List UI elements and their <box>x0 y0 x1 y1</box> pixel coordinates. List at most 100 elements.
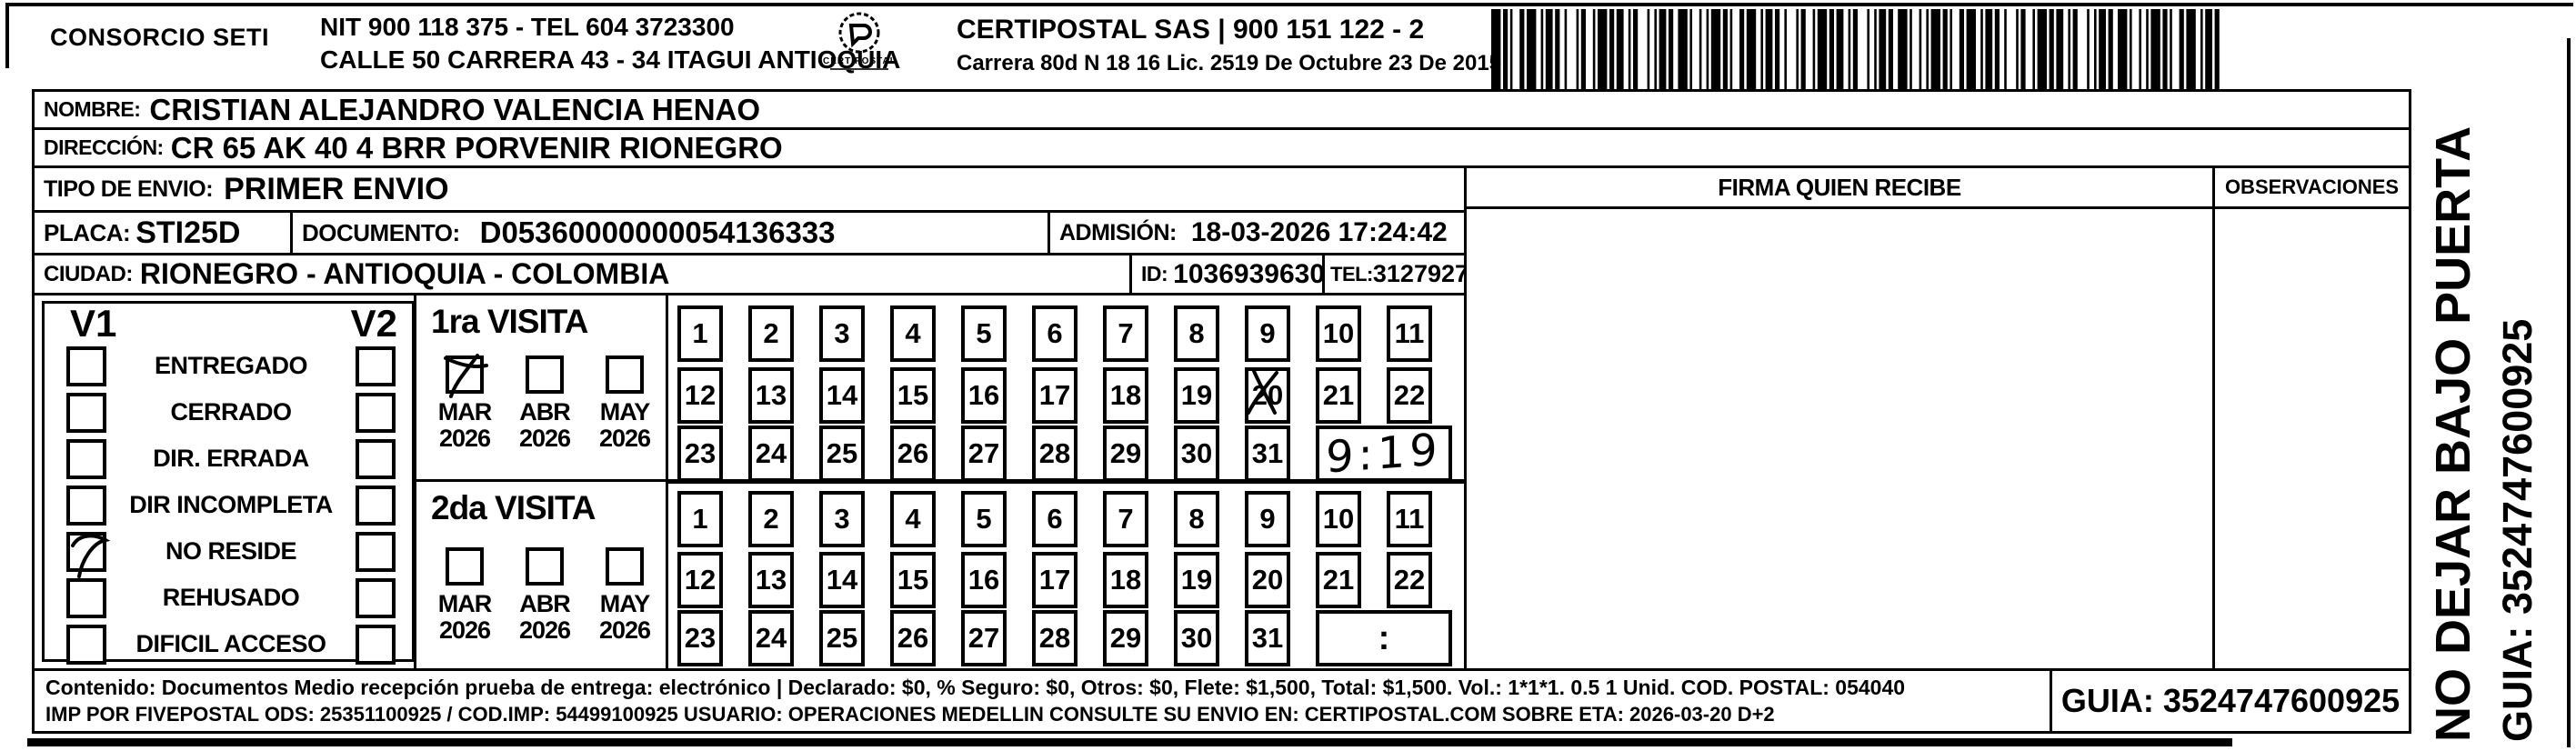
day-box-9: 9 <box>1245 491 1290 547</box>
day-number: 7 <box>1118 503 1134 535</box>
day-number: 6 <box>1047 317 1063 349</box>
day-box-29: 29 <box>1103 610 1148 666</box>
status-row: DIR INCOMPLETA <box>66 485 396 526</box>
time-box: : <box>1316 610 1452 666</box>
day-number: 14 <box>826 379 858 411</box>
v2-checkbox-4 <box>356 531 396 572</box>
day-box-27: 27 <box>961 426 1007 482</box>
month-option-abr: ABR 2026 <box>506 547 584 644</box>
day-number: 9 <box>1259 503 1276 535</box>
v1-header: V1 <box>70 302 117 345</box>
day-box-6: 6 <box>1032 491 1078 547</box>
day-box-8: 8 <box>1174 305 1219 362</box>
day-number: 15 <box>897 379 929 411</box>
day-box-7: 7 <box>1103 491 1148 547</box>
v2-checkbox-0 <box>356 345 396 386</box>
id-label: ID: <box>1141 262 1168 285</box>
day-number: 22 <box>1393 379 1426 411</box>
v1-checkbox-0 <box>66 345 106 386</box>
day-number: 12 <box>684 564 717 596</box>
day-number: 11 <box>1394 317 1425 349</box>
day-number: 13 <box>755 379 787 411</box>
day-number: 15 <box>897 564 929 596</box>
barcode <box>1491 9 2228 89</box>
v1-checkbox-4 <box>66 531 111 578</box>
day-number: 1 <box>692 503 708 535</box>
day-number: 20 <box>1251 379 1284 411</box>
status-label: DIR. ERRADA <box>153 445 309 472</box>
right-edge-border <box>2567 38 2571 747</box>
month-checkbox-mar <box>446 547 484 586</box>
day-number: 31 <box>1251 437 1284 469</box>
visit-title: 1ra VISITA <box>431 303 588 340</box>
visit-title: 2da VISITA <box>431 489 596 526</box>
direccion-value: CR 65 AK 40 4 BRR PORVENIR RIONEGRO <box>170 130 783 165</box>
nombre-value: CRISTIAN ALEJANDRO VALENCIA HENAO <box>149 92 761 126</box>
day-box-2: 2 <box>748 305 794 362</box>
day-number: 8 <box>1188 503 1205 535</box>
status-box: V1 V2 ENTREGADO CERRADO DIR. ERRADA DIR INC… <box>42 301 415 665</box>
day-box-29: 29 <box>1103 426 1148 482</box>
day-box-13: 13 <box>748 552 794 608</box>
day-box-24: 24 <box>748 610 794 666</box>
sender-address-line: CALLE 50 CARRERA 43 - 34 ITAGUI ANTIOQUI… <box>320 45 901 74</box>
day-box-18: 18 <box>1103 552 1148 608</box>
firma-header: FIRMA QUIEN RECIBE <box>1718 173 1961 201</box>
day-number: 1 <box>692 317 708 349</box>
sender-company: CONSORCIO SETI <box>50 24 270 51</box>
tipo-envio-label: TIPO DE ENVIO: <box>44 175 214 202</box>
v2-checkbox-3 <box>356 485 396 526</box>
firma-header-cell: FIRMA QUIEN RECIBE <box>1464 165 2215 209</box>
day-number: 25 <box>826 622 858 654</box>
month-checkbox-abr <box>526 355 564 394</box>
day-number: 3 <box>834 503 850 535</box>
day-number: 24 <box>755 437 787 469</box>
month-checkbox-may <box>606 547 644 586</box>
contenido-line: Contenido: Documentos Medio recepción pr… <box>45 676 1906 699</box>
status-label: CERRADO <box>170 398 292 426</box>
footer-info-box: Contenido: Documentos Medio recepción pr… <box>32 668 2052 734</box>
day-number: 10 <box>1322 503 1355 535</box>
day-box-2: 2 <box>748 491 794 547</box>
day-number: 3 <box>834 317 850 349</box>
day-box-13: 13 <box>748 367 794 424</box>
day-box-28: 28 <box>1032 426 1078 482</box>
v2-checkbox-5 <box>356 577 396 618</box>
day-number: 2 <box>763 317 779 349</box>
month-option-abr: ABR 2026 <box>506 355 584 452</box>
day-number: 27 <box>967 437 1000 469</box>
day-box-27: 27 <box>961 610 1007 666</box>
handwritten-mark <box>444 354 488 398</box>
carrier-license-line: Carrera 80d N 18 16 Lic. 2519 De Octubre… <box>957 51 1502 75</box>
day-box-10: 10 <box>1316 305 1361 362</box>
bottom-border <box>27 738 2232 746</box>
day-number: 5 <box>976 503 992 535</box>
day-number: 19 <box>1180 564 1213 596</box>
day-number: 21 <box>1322 564 1355 596</box>
day-number: 10 <box>1322 317 1355 349</box>
v1-checkbox-5 <box>66 577 106 618</box>
side-note-warning: NO DEJAR BAJO PUERTA <box>2426 125 2481 742</box>
day-box-24: 24 <box>748 426 794 482</box>
day-box-12: 12 <box>677 552 723 608</box>
day-number: 28 <box>1038 437 1071 469</box>
day-number: 14 <box>826 564 858 596</box>
month-checkbox-abr <box>526 547 564 586</box>
day-box-22: 22 <box>1387 367 1432 424</box>
placa-value: STI25D <box>135 215 241 250</box>
status-row: ENTREGADO <box>66 345 396 386</box>
day-number: 21 <box>1322 379 1355 411</box>
day-number: 24 <box>755 622 787 654</box>
month-label: MAY 2026 <box>598 590 651 644</box>
nombre-label: NOMBRE: <box>44 97 141 121</box>
day-box-16: 16 <box>961 367 1007 424</box>
day-number: 4 <box>905 317 921 349</box>
v1-checkbox-6 <box>66 624 106 665</box>
admision-label: ADMISIÓN: <box>1059 219 1177 245</box>
observaciones-area <box>2212 206 2411 672</box>
month-label: ABR 2026 <box>518 398 571 452</box>
day-box-21: 21 <box>1316 367 1361 424</box>
time-value: 9:19 <box>1326 424 1442 484</box>
guia-box: GUIA: 3524747600925 <box>2050 668 2411 734</box>
day-box-4: 4 <box>890 491 936 547</box>
